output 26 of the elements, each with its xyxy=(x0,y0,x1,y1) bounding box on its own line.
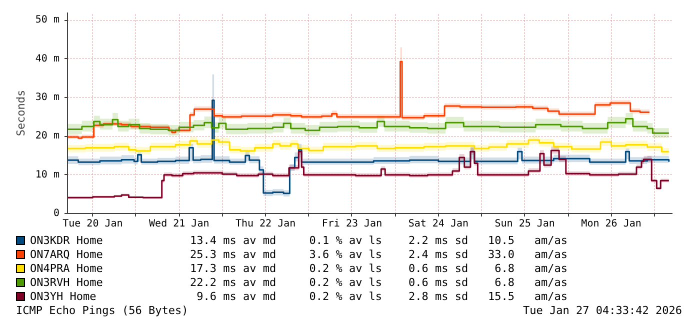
y-tick-label: 40 m xyxy=(35,53,60,64)
text: 22.2 ms av md 0.2 % av ls 0.6 ms sd 6.8 am/as xyxy=(190,276,568,290)
text: Tue Jan 27 04:33:42 2026 xyxy=(523,304,682,318)
x-tick-label: Sun 25 Jan xyxy=(494,218,555,230)
legend-label: ON7ARQ Home xyxy=(30,248,104,262)
y-tick-label: 20 m xyxy=(35,130,60,142)
x-tick-label: Fri 23 Jan xyxy=(322,218,382,230)
x-tick-label: Sat 24 Jan xyxy=(408,218,469,230)
y-tick-label: 30 m xyxy=(35,92,60,104)
x-tick-label: Tue 20 Jan xyxy=(62,218,123,230)
legend-label: ON4PRA Home xyxy=(30,262,104,276)
text: 25.3 ms av md 3.6 % av ls 2.4 ms sd 33.0 am/as xyxy=(190,248,568,262)
legend-label: ON3RVH Home xyxy=(30,276,104,290)
legend-label: ON3KDR Home xyxy=(30,234,104,248)
text: 9.6 ms av md 0.2 % av ls 2.8 ms sd 15.5 am/as xyxy=(196,290,568,304)
x-tick-label: Thu 22 Jan xyxy=(235,218,296,230)
legend-label: ON3YH Home xyxy=(30,290,98,304)
x-tick-label: Wed 21 Jan xyxy=(149,218,210,230)
y-axis-title: Seconds xyxy=(14,90,28,136)
y-tick-label: 50 m xyxy=(35,14,60,26)
text: ICMP Echo Pings (56 Bytes) xyxy=(16,304,188,318)
text: 13.4 ms av md 0.1 % av ls 2.2 ms sd 10.5 am/as xyxy=(190,234,568,248)
y-tick-label: 0 xyxy=(53,208,60,219)
text: 17.3 ms av md 0.2 % av ls 0.6 ms sd 6.8 am/as xyxy=(190,262,568,276)
x-tick-label: Mon 26 Jan xyxy=(581,218,642,230)
y-tick-label: 10 m xyxy=(35,169,60,180)
